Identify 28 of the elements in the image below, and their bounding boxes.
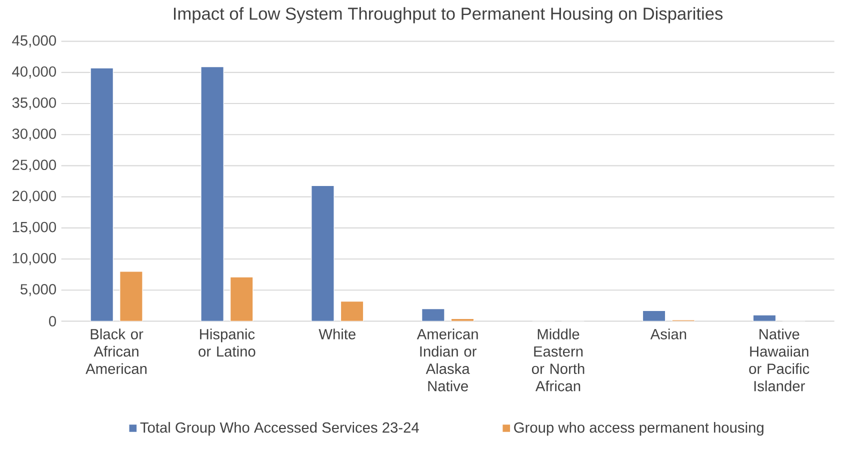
- bar: [340, 301, 364, 322]
- bar: [311, 185, 334, 322]
- bar: [120, 271, 143, 322]
- x-tick-label: Asian: [650, 328, 686, 340]
- y-tick-label: 45,000: [12, 35, 56, 48]
- legend-label: Total Group Who Accessed Services 23-24: [140, 422, 419, 436]
- chart-title: Impact of Low System Throughput to Permanent Housing on Disparities: [174, 7, 723, 24]
- bar: [642, 310, 666, 322]
- x-tick-label: American Indian or Alaska Native: [416, 328, 478, 392]
- y-tick-label: 20,000: [12, 190, 56, 203]
- bar: [230, 276, 254, 322]
- x-tick-label: White: [318, 328, 356, 340]
- y-tick-label: 40,000: [12, 66, 56, 79]
- y-tick-label: 15,000: [12, 222, 56, 234]
- y-tick-label: 0: [49, 316, 56, 326]
- bar: [200, 66, 224, 322]
- legend-label: Group who access permanent housing: [514, 422, 764, 436]
- y-tick-label: 30,000: [12, 128, 56, 141]
- y-tick-label: 25,000: [12, 160, 56, 172]
- y-tick-label: 10,000: [12, 253, 56, 266]
- x-tick-label: Native Hawaiian or Pacific Islander: [749, 328, 810, 392]
- y-tick-label: 35,000: [12, 98, 56, 110]
- bar: [422, 308, 444, 322]
- x-tick-label: Hispanic or Latino: [198, 328, 256, 357]
- y-tick-label: 5,000: [20, 284, 56, 296]
- x-tick-label: Middle Eastern or North African: [532, 328, 584, 392]
- x-tick-label: Black or African American: [86, 328, 147, 374]
- bar: [90, 68, 114, 322]
